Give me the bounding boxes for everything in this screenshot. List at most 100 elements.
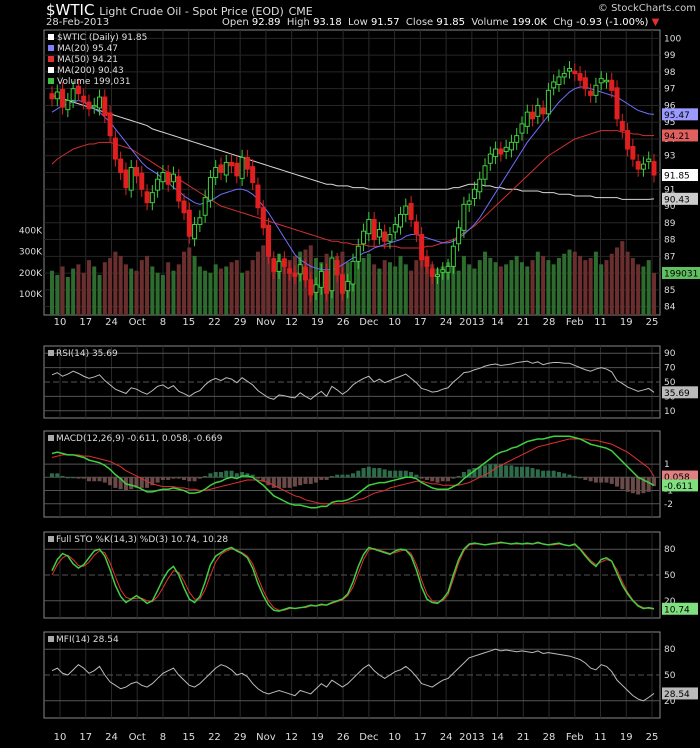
candle: [255, 184, 261, 209]
macd-histogram-bar: [451, 477, 456, 479]
osc-tick-label: 90: [664, 349, 676, 359]
candle: [186, 209, 192, 237]
osc-tick-label: 50: [664, 571, 676, 581]
candle: [419, 234, 425, 261]
macd-tag: -0.611: [664, 482, 693, 492]
x-tick-label: 11: [594, 317, 607, 328]
macd-histogram-bar: [366, 466, 371, 478]
x-tick-label: 12: [285, 732, 298, 743]
macd-histogram-bar: [176, 477, 181, 479]
volume-bar: [556, 258, 561, 315]
macd-histogram-bar: [271, 477, 276, 488]
volume-bar: [451, 258, 456, 315]
candle: [70, 88, 76, 101]
candle: [287, 268, 293, 274]
volume-bar: [129, 268, 134, 315]
macd-histogram-bar: [498, 464, 503, 478]
macd-histogram-bar: [615, 477, 620, 487]
macd-histogram-bar: [472, 468, 477, 478]
candle: [609, 79, 615, 91]
volume-bar: [461, 255, 466, 315]
macd-histogram-bar: [134, 477, 139, 488]
macd-histogram-bar: [609, 477, 614, 484]
volume-bar: [123, 264, 128, 315]
macd-histogram-bar: [298, 477, 303, 486]
macd-histogram-bar: [292, 477, 297, 487]
x-tick-label: 19: [620, 732, 633, 743]
candle: [466, 200, 472, 205]
candle: [223, 161, 229, 176]
sto-tag: 10.74: [664, 605, 690, 615]
candle: [382, 231, 388, 242]
ma50-tag-bg: [662, 129, 698, 142]
volume-bar: [583, 260, 588, 315]
volume-bar: [176, 264, 181, 315]
volume-bar: [541, 255, 546, 315]
volume-tick-label: 400K: [19, 227, 43, 237]
open-value: 92.89: [251, 17, 281, 28]
candle: [54, 91, 60, 100]
macd-histogram-bar: [208, 473, 213, 478]
legend-label: MA(20) 95.47: [57, 44, 118, 54]
macd-histogram-bar: [234, 473, 239, 478]
candle: [630, 146, 636, 160]
candle: [176, 176, 182, 202]
macd-histogram-bar: [372, 468, 377, 478]
candle: [118, 158, 124, 174]
macd-histogram-bar: [535, 469, 540, 478]
price-tick-label: 99: [664, 51, 676, 61]
volume-bar: [81, 272, 86, 315]
candle: [302, 266, 308, 281]
candle: [250, 166, 256, 184]
macd-histogram-bar: [224, 470, 229, 478]
candle: [155, 178, 161, 191]
price-tick-label: 88: [664, 236, 676, 246]
close-tag: 91.85: [664, 172, 690, 182]
macd-histogram-bar: [213, 472, 218, 478]
macd-histogram-bar: [250, 474, 255, 478]
price-tick-label: 95: [664, 118, 675, 128]
volume-bar: [245, 270, 250, 315]
macd-histogram-bar: [361, 468, 366, 478]
high-value: 93.18: [313, 17, 342, 28]
candle: [582, 77, 588, 90]
mfi-tag: 28.54: [664, 690, 690, 700]
macd-histogram-bar: [65, 477, 70, 479]
macd-tag-bg: [662, 479, 698, 492]
macd-histogram-bar: [197, 477, 202, 479]
volume-bar: [419, 251, 424, 315]
x-tick-label: 17: [79, 732, 92, 743]
volume-bar: [150, 266, 155, 315]
volume-bar: [472, 268, 477, 315]
osc-tick-label: 50: [664, 671, 676, 681]
osc-tick-label: 20: [664, 597, 676, 607]
macd-histogram-bar: [652, 477, 656, 487]
macd-histogram-bar: [319, 477, 324, 480]
macd-histogram-bar: [97, 477, 102, 482]
macd-histogram-bar: [218, 472, 223, 478]
candle: [207, 177, 213, 201]
candle: [625, 130, 631, 150]
macd-histogram-bar: [461, 472, 466, 478]
candle: [567, 68, 573, 72]
volume-bar: [171, 270, 176, 315]
x-tick-label: 8: [160, 317, 166, 328]
x-tick-label: 17: [414, 732, 427, 743]
volume-value: 199.0K: [511, 17, 547, 28]
volume-bar: [551, 264, 556, 315]
ma50-tag: 94.21: [664, 132, 690, 142]
candle: [345, 280, 351, 292]
macd-histogram-bar: [446, 477, 451, 482]
candle: [482, 165, 488, 180]
macd-histogram-bar: [139, 477, 144, 488]
volume-bar: [578, 255, 583, 315]
rsi-tag-bg: [662, 386, 698, 399]
candle: [149, 192, 155, 204]
volume-bar: [498, 266, 503, 315]
x-tick-label: Nov: [256, 317, 276, 328]
candle: [577, 73, 583, 81]
ma200-tag: 90.43: [664, 195, 690, 205]
candle: [112, 137, 118, 160]
candle: [440, 269, 446, 273]
macd-histogram-bar: [546, 470, 551, 478]
